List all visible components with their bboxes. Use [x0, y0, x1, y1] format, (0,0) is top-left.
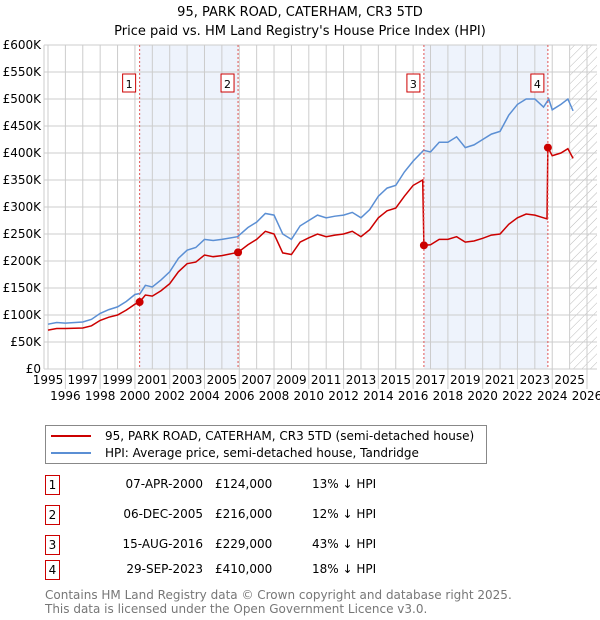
sale-date: 15-AUG-2016	[122, 537, 204, 551]
x-tick-label: 2022	[502, 389, 533, 403]
sale-price: £410,000	[215, 562, 273, 576]
sale-date: 06-DEC-2005	[123, 507, 203, 521]
sale-date: 29-SEP-2023	[126, 562, 203, 576]
x-tick-label: 2004	[189, 389, 220, 403]
x-tick-label: 1999	[102, 373, 133, 387]
sale-label: 1	[126, 78, 133, 91]
x-tick-label: 2020	[467, 389, 498, 403]
sale-number: 4	[45, 560, 60, 580]
sale-point	[419, 241, 428, 250]
x-tick-label: 1995	[33, 373, 64, 387]
footer: Contains HM Land Registry data © Crown c…	[45, 588, 512, 616]
sale-label: 4	[534, 78, 541, 91]
table-row: 2 06-DEC-2005 £216,000 12% ↓ HPI	[45, 505, 445, 525]
sale-hpi-diff: 13% ↓ HPI	[312, 477, 377, 491]
sale-date: 07-APR-2000	[125, 477, 203, 491]
y-tick-label: £600K	[3, 38, 43, 52]
y-tick-label: £350K	[3, 173, 43, 187]
x-tick-label: 2015	[380, 373, 411, 387]
y-tick-label: £100K	[3, 308, 43, 322]
sale-number: 2	[45, 505, 60, 525]
x-tick-label: 2009	[276, 373, 307, 387]
sale-label-box	[530, 73, 545, 93]
legend-label: 95, PARK ROAD, CATERHAM, CR3 5TD (semi-d…	[105, 429, 475, 443]
x-tick-label: 2006	[224, 389, 255, 403]
x-tick-label: 2002	[154, 389, 185, 403]
x-tick-label: 2003	[172, 373, 203, 387]
y-tick-label: £200K	[3, 254, 43, 268]
x-tick-label: 2011	[311, 373, 342, 387]
legend-label: HPI: Average price, semi-detached house,…	[105, 446, 419, 460]
x-tick-label: 2001	[137, 373, 168, 387]
sale-number: 1	[45, 475, 60, 495]
y-tick-label: £450K	[3, 119, 43, 133]
x-tick-label: 2017	[415, 373, 446, 387]
x-tick-label: 2000	[120, 389, 151, 403]
legend-swatch	[51, 452, 91, 454]
legend-swatch	[51, 435, 91, 437]
sale-number: 3	[45, 535, 60, 555]
y-tick-label: £150K	[3, 281, 43, 295]
footer-copyright: Contains HM Land Registry data © Crown c…	[45, 588, 512, 602]
y-tick-label: £300K	[3, 200, 43, 214]
sale-label-box	[220, 73, 235, 93]
x-tick-label: 2010	[294, 389, 325, 403]
sale-point	[135, 298, 144, 307]
legend-item-hpi: HPI: Average price, semi-detached house,…	[46, 445, 419, 461]
sale-price: £124,000	[215, 477, 273, 491]
footer-licence: This data is licensed under the Open Gov…	[45, 602, 428, 616]
table-row: 1 07-APR-2000 £124,000 13% ↓ HPI	[45, 475, 445, 495]
x-tick-label: 2008	[259, 389, 290, 403]
sale-price: £229,000	[215, 537, 273, 551]
x-tick-label: 2007	[241, 373, 272, 387]
x-tick-label: 1997	[68, 373, 99, 387]
sale-point	[543, 143, 552, 152]
sale-hpi-diff: 18% ↓ HPI	[312, 562, 377, 576]
x-tick-label: 2019	[450, 373, 481, 387]
y-tick-label: £400K	[3, 146, 43, 160]
legend-item-property: 95, PARK ROAD, CATERHAM, CR3 5TD (semi-d…	[46, 428, 474, 444]
sale-label: 2	[224, 78, 231, 91]
sale-point	[234, 248, 243, 257]
table-row: 4 29-SEP-2023 £410,000 18% ↓ HPI	[45, 560, 445, 580]
y-tick-label: £250K	[3, 227, 43, 241]
sale-hpi-diff: 12% ↓ HPI	[312, 507, 377, 521]
sale-hpi-diff: 43% ↓ HPI	[312, 537, 377, 551]
y-tick-label: £50K	[10, 335, 42, 349]
x-tick-label: 2026	[572, 389, 600, 403]
x-tick-label: 1996	[50, 389, 81, 403]
property-price-line	[47, 147, 574, 331]
x-tick-label: 2005	[207, 373, 238, 387]
x-tick-label: 2013	[346, 373, 377, 387]
sale-label: 3	[410, 78, 417, 91]
sale-label-box	[122, 73, 137, 93]
hpi-line	[47, 97, 574, 325]
x-tick-label: 2014	[363, 389, 394, 403]
sale-label-box	[406, 73, 421, 93]
y-tick-label: £500K	[3, 92, 43, 106]
x-tick-label: 1998	[85, 389, 116, 403]
x-tick-label: 2025	[554, 373, 585, 387]
table-row: 3 15-AUG-2016 £229,000 43% ↓ HPI	[45, 535, 445, 555]
x-tick-label: 2021	[485, 373, 516, 387]
y-tick-label: £550K	[3, 65, 43, 79]
x-tick-label: 2023	[520, 373, 551, 387]
x-tick-label: 2024	[537, 389, 568, 403]
x-tick-label: 2018	[433, 389, 464, 403]
y-tick-label: £0	[26, 362, 41, 376]
chart-title: 95, PARK ROAD, CATERHAM, CR3 5TD	[177, 5, 423, 20]
x-tick-label: 2012	[328, 389, 359, 403]
legend: 95, PARK ROAD, CATERHAM, CR3 5TD (semi-d…	[45, 425, 487, 464]
price-chart: 95, PARK ROAD, CATERHAM, CR3 5TD Price p…	[3, 5, 600, 403]
sale-price: £216,000	[215, 507, 273, 521]
x-tick-label: 2016	[398, 389, 429, 403]
chart-subtitle: Price paid vs. HM Land Registry's House …	[114, 24, 486, 39]
